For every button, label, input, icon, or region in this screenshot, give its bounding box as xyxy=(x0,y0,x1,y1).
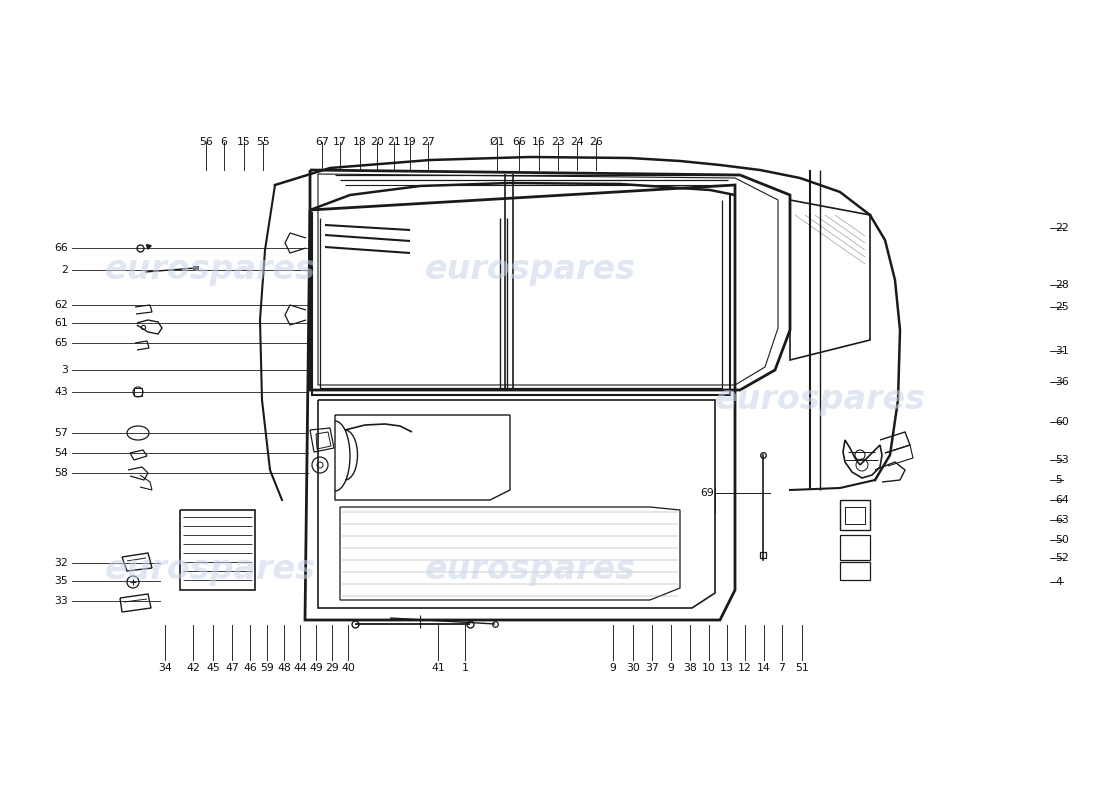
Text: 12: 12 xyxy=(738,663,752,673)
Text: 22: 22 xyxy=(1055,223,1069,233)
Text: 42: 42 xyxy=(186,663,200,673)
Text: 52: 52 xyxy=(1055,553,1069,563)
Text: 38: 38 xyxy=(683,663,697,673)
Text: 28: 28 xyxy=(1055,280,1069,290)
Text: eurospares: eurospares xyxy=(104,554,316,586)
Text: 13: 13 xyxy=(720,663,734,673)
Text: 61: 61 xyxy=(54,318,68,328)
Text: 23: 23 xyxy=(551,137,565,147)
Text: 69: 69 xyxy=(700,488,714,498)
Text: 45: 45 xyxy=(206,663,220,673)
Text: 2: 2 xyxy=(62,265,68,275)
Text: 5: 5 xyxy=(1055,475,1061,485)
Text: 57: 57 xyxy=(54,428,68,438)
Text: 36: 36 xyxy=(1055,377,1069,387)
Text: 20: 20 xyxy=(370,137,384,147)
Text: 15: 15 xyxy=(238,137,251,147)
Text: 25: 25 xyxy=(1055,302,1069,312)
Text: 9: 9 xyxy=(668,663,674,673)
Text: 50: 50 xyxy=(1055,535,1069,545)
Text: 21: 21 xyxy=(387,137,400,147)
Text: 44: 44 xyxy=(293,663,307,673)
Text: 37: 37 xyxy=(645,663,659,673)
Text: 31: 31 xyxy=(1055,346,1069,356)
Text: 27: 27 xyxy=(421,137,434,147)
Text: 26: 26 xyxy=(590,137,603,147)
Bar xyxy=(192,266,199,270)
Text: 30: 30 xyxy=(626,663,640,673)
Text: 19: 19 xyxy=(403,137,417,147)
Text: 62: 62 xyxy=(54,300,68,310)
Text: 6: 6 xyxy=(221,137,228,147)
Text: 46: 46 xyxy=(243,663,257,673)
Text: 58: 58 xyxy=(54,468,68,478)
Text: 60: 60 xyxy=(1055,417,1069,427)
Text: 66: 66 xyxy=(54,243,68,253)
Text: eurospares: eurospares xyxy=(425,254,636,286)
Text: 40: 40 xyxy=(341,663,355,673)
Text: 17: 17 xyxy=(333,137,346,147)
Text: 66: 66 xyxy=(513,137,526,147)
Text: eurospares: eurospares xyxy=(715,383,925,417)
Text: 16: 16 xyxy=(532,137,546,147)
Text: 43: 43 xyxy=(54,387,68,397)
Text: 33: 33 xyxy=(54,596,68,606)
Text: 1: 1 xyxy=(462,663,469,673)
Text: 51: 51 xyxy=(795,663,808,673)
Text: 56: 56 xyxy=(199,137,213,147)
Text: eurospares: eurospares xyxy=(425,554,636,586)
Text: 3: 3 xyxy=(62,365,68,375)
Text: 35: 35 xyxy=(54,576,68,586)
Text: 48: 48 xyxy=(277,663,290,673)
Bar xyxy=(134,388,142,396)
Text: 55: 55 xyxy=(256,137,270,147)
Text: 14: 14 xyxy=(757,663,771,673)
Text: 47: 47 xyxy=(226,663,239,673)
Text: 29: 29 xyxy=(326,663,339,673)
Text: eurospares: eurospares xyxy=(104,254,316,286)
Text: 53: 53 xyxy=(1055,455,1069,465)
Text: 49: 49 xyxy=(309,663,323,673)
Text: 9: 9 xyxy=(609,663,616,673)
Text: 18: 18 xyxy=(353,137,367,147)
Text: 4: 4 xyxy=(1055,577,1061,587)
Text: 41: 41 xyxy=(431,663,444,673)
Text: 65: 65 xyxy=(54,338,68,348)
Text: 64: 64 xyxy=(1055,495,1069,505)
Text: 24: 24 xyxy=(570,137,584,147)
Text: 32: 32 xyxy=(54,558,68,568)
Text: 34: 34 xyxy=(158,663,172,673)
Text: 67: 67 xyxy=(315,137,329,147)
Text: 54: 54 xyxy=(54,448,68,458)
Text: Ø1: Ø1 xyxy=(490,137,505,147)
Text: 63: 63 xyxy=(1055,515,1069,525)
Text: 10: 10 xyxy=(702,663,716,673)
Text: 7: 7 xyxy=(779,663,785,673)
Text: 59: 59 xyxy=(260,663,274,673)
